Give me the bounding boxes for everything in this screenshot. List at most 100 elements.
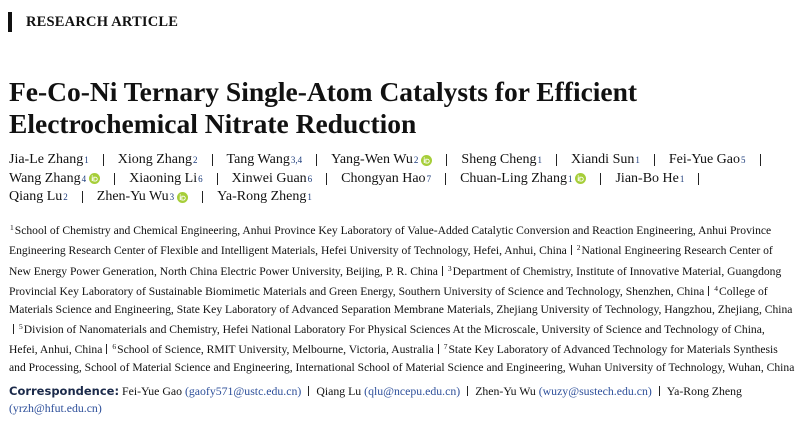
affiliation-text: Department of Chemistry, Institute of In… — [9, 264, 782, 299]
author-affiliation: 2 — [63, 192, 68, 202]
affiliation-number: 7 — [443, 342, 448, 352]
affiliations: 1School of Chemistry and Chemical Engine… — [9, 219, 795, 376]
contact-name: Qiang Lu — [316, 384, 362, 398]
author-affiliation: 5 — [741, 155, 746, 165]
separator — [658, 386, 660, 396]
correspondence-label: Correspondence: — [9, 384, 120, 398]
affiliation-number: 6 — [112, 342, 117, 352]
article-type: RESEARCH ARTICLE — [8, 12, 178, 32]
author: Ya-Rong Zheng 1 — [217, 188, 312, 207]
separator — [467, 386, 469, 396]
contact-email[interactable]: (wuzy@sustech.edu.cn) — [538, 384, 652, 398]
title: Fe-Co-Ni Ternary Single-Atom Catalysts f… — [9, 76, 637, 140]
orcid-icon[interactable] — [575, 173, 587, 185]
author-affiliation: 1 — [537, 155, 542, 165]
affiliation-text: School of Chemistry and Chemical Enginee… — [9, 224, 772, 258]
separator — [653, 154, 655, 167]
contact-email[interactable]: (gaofy571@ustc.edu.cn) — [184, 384, 302, 398]
author-affiliation: 1 — [679, 173, 685, 184]
separator — [102, 154, 104, 167]
author-affiliation: 3,4 — [290, 155, 303, 165]
author-affiliation: 1 — [567, 173, 573, 184]
title-line: Electrochemical Nitrate Reduction — [9, 108, 417, 139]
title-line: Fe-Co-Ni Ternary Single-Atom Catalysts f… — [9, 76, 638, 107]
orcid-icon[interactable] — [177, 191, 189, 203]
author-line: Wang Zhang 4 Xiaoning Li 6 Xinwei Guan 6 Chong… — [9, 170, 775, 189]
author: Jian-Bo He 1 — [615, 170, 684, 189]
contact-email[interactable]: (yrzh@hfut.edu.cn) — [9, 401, 102, 416]
separator — [446, 154, 448, 167]
author-affiliation: 1 — [307, 192, 312, 202]
author-affiliation: 6 — [198, 173, 203, 184]
affiliation-number: 5 — [19, 322, 23, 332]
contact-name: Fei-Yue Gao — [122, 384, 182, 398]
separator — [81, 191, 83, 204]
author: Xiaoning Li 6 — [129, 170, 203, 189]
correspondence: Correspondence: Fei-Yue Gao (gaofy571@us… — [9, 383, 799, 418]
separator — [114, 172, 116, 185]
author-name: Sheng Cheng — [461, 152, 537, 167]
author: Qiang Lu 2 — [9, 188, 68, 207]
separator — [759, 154, 761, 167]
contact-name: Ya-Rong Zheng — [666, 384, 742, 398]
author-affiliation: 2 — [193, 155, 198, 165]
separator — [211, 154, 213, 167]
author-name: Jia-Le Zhang — [9, 152, 84, 167]
author: Sheng Cheng 1 — [461, 151, 542, 170]
affiliation-text: School of Science, RMIT University, Melb… — [117, 343, 434, 357]
author-affiliation: 3 — [169, 192, 175, 202]
separator — [708, 286, 710, 297]
author: Chuan-Ling Zhang 1 — [460, 170, 587, 189]
separator — [326, 172, 328, 185]
author-name: Xiong Zhang — [117, 152, 193, 167]
affiliation-text: Division of Nanomaterials and Chemistry,… — [9, 323, 765, 357]
author-line: Qiang Lu 2 Zhen-Yu Wu 3 Ya-Rong Zheng 1 — [9, 188, 775, 207]
affiliation-text: National Engineering Research Center of … — [9, 244, 773, 278]
author-name: Fei-Yue Gao — [668, 152, 741, 167]
author-name: Xiandi Sun — [570, 152, 635, 167]
affiliation-number: 1 — [10, 223, 14, 232]
separator — [316, 154, 318, 167]
author-name: Xinwei Guan — [231, 170, 307, 186]
contact-name: Zhen-Yu Wu — [475, 384, 536, 398]
type-label: RESEARCH ARTICLE — [26, 13, 179, 30]
author-affiliation: 1 — [84, 155, 89, 165]
separator — [698, 172, 700, 185]
author: Xiandi Sun 1 — [571, 151, 640, 170]
orcid-icon[interactable] — [89, 173, 101, 185]
author-affiliation: 4 — [81, 173, 87, 184]
author: Tang Wang 3,4 — [227, 151, 303, 170]
author: Fei-Yue Gao 5 — [669, 151, 746, 170]
orcid-icon[interactable] — [421, 154, 433, 166]
author: Chongyan Hao 7 — [341, 170, 431, 189]
affiliation-text: State Key Laboratory of Advanced Technol… — [9, 343, 795, 374]
author: Yang-Wen Wu 2 — [331, 151, 433, 170]
separator — [570, 245, 572, 256]
separator — [13, 324, 14, 335]
author-name: Ya-Rong Zheng — [217, 189, 307, 204]
affiliation-number: 3 — [447, 263, 452, 273]
author-name: Qiang Lu — [9, 189, 63, 204]
contact-email[interactable]: (qlu@ncepu.edu.cn) — [364, 384, 461, 398]
author: Jia-Le Zhang 1 — [9, 151, 89, 170]
author-name: Xiaoning Li — [129, 170, 198, 186]
author: Wang Zhang 4 — [9, 170, 101, 189]
separator — [555, 154, 557, 167]
separator — [437, 344, 439, 355]
author-name: Zhen-Yu Wu — [96, 189, 169, 204]
separator — [216, 172, 218, 185]
author-affiliation: 6 — [307, 173, 313, 184]
author-name: Chuan-Ling Zhang — [460, 170, 567, 186]
separator — [600, 172, 602, 185]
author-affiliation: 2 — [413, 155, 419, 165]
author: Zhen-Yu Wu 3 — [96, 188, 189, 207]
author-name: Chongyan Hao — [341, 170, 426, 186]
author-name: Jian-Bo He — [615, 170, 679, 186]
author-name: Yang-Wen Wu — [331, 152, 413, 167]
separator — [441, 265, 443, 276]
author: Xiong Zhang 2 — [118, 151, 198, 170]
author-affiliation: 7 — [426, 173, 432, 184]
type-bar — [8, 12, 12, 32]
author: Xinwei Guan 6 — [232, 170, 313, 189]
